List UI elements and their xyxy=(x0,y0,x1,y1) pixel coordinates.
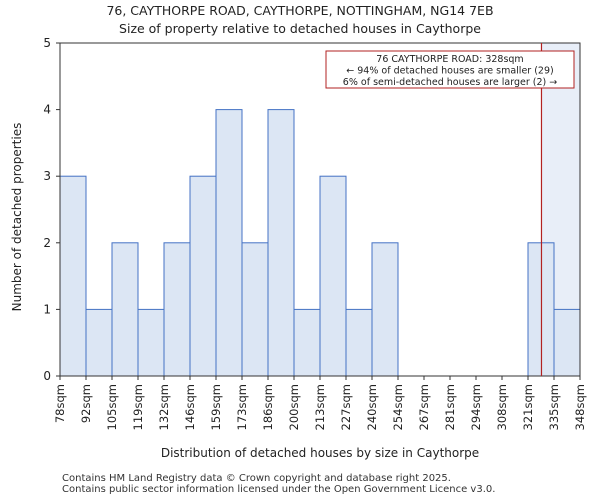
bar xyxy=(189,175,217,377)
x-tick-label: 348sqm xyxy=(573,384,587,430)
bar xyxy=(163,242,191,377)
x-tick-label: 240sqm xyxy=(365,384,379,430)
x-tick-label: 105sqm xyxy=(105,384,119,430)
x-tick-label: 267sqm xyxy=(417,384,431,430)
y-tick-label: 0 xyxy=(43,369,51,383)
y-tick-label: 2 xyxy=(43,236,51,250)
x-tick-label: 213sqm xyxy=(313,384,327,430)
x-tick-label: 78sqm xyxy=(53,384,67,423)
y-tick-label: 5 xyxy=(43,36,51,50)
x-tick-label: 308sqm xyxy=(495,384,509,430)
x-tick-label: 159sqm xyxy=(209,384,223,430)
x-tick-label: 294sqm xyxy=(469,384,483,430)
bar xyxy=(319,175,347,377)
x-axis-label: Distribution of detached houses by size … xyxy=(160,446,480,460)
x-tick-label: 200sqm xyxy=(287,384,301,430)
x-tick-label: 321sqm xyxy=(521,384,535,430)
bar xyxy=(215,109,243,377)
bar xyxy=(267,109,295,377)
x-tick-label: 227sqm xyxy=(339,384,353,430)
chart-title: 76, CAYTHORPE ROAD, CAYTHORPE, NOTTINGHA… xyxy=(106,3,494,18)
y-tick-label: 3 xyxy=(43,169,51,183)
x-tick-label: 92sqm xyxy=(79,384,93,423)
x-tick-label: 173sqm xyxy=(235,384,249,430)
x-tick-label: 281sqm xyxy=(443,384,457,430)
x-tick-label: 335sqm xyxy=(547,384,561,430)
footer-copyright: Contains HM Land Registry data © Crown c… xyxy=(62,473,451,484)
bar xyxy=(293,308,321,377)
y-tick-label: 4 xyxy=(43,103,51,117)
bar xyxy=(137,308,165,377)
chart-subtitle: Size of property relative to detached ho… xyxy=(119,21,481,36)
x-tick-label: 119sqm xyxy=(131,384,145,430)
bar xyxy=(59,175,87,377)
x-tick-label: 132sqm xyxy=(157,384,171,430)
y-axis-label: Number of detached properties xyxy=(10,122,24,312)
annotation-box xyxy=(325,50,575,89)
annotation-text: 76 CAYTHORPE ROAD: 328sqm xyxy=(376,54,523,65)
bar xyxy=(371,242,399,377)
bar xyxy=(111,242,139,377)
annotation-text: ← 94% of detached houses are smaller (29… xyxy=(346,66,553,77)
bar xyxy=(241,242,269,377)
y-tick-label: 1 xyxy=(43,302,51,316)
bar xyxy=(345,308,373,377)
footer-licence: Contains public sector information licen… xyxy=(62,484,496,495)
x-tick-label: 146sqm xyxy=(183,384,197,430)
x-tick-label: 254sqm xyxy=(391,384,405,430)
bar xyxy=(85,308,113,377)
x-tick-label: 186sqm xyxy=(261,384,275,430)
bar xyxy=(553,308,581,377)
annotation-text: 6% of semi-detached houses are larger (2… xyxy=(343,77,557,88)
